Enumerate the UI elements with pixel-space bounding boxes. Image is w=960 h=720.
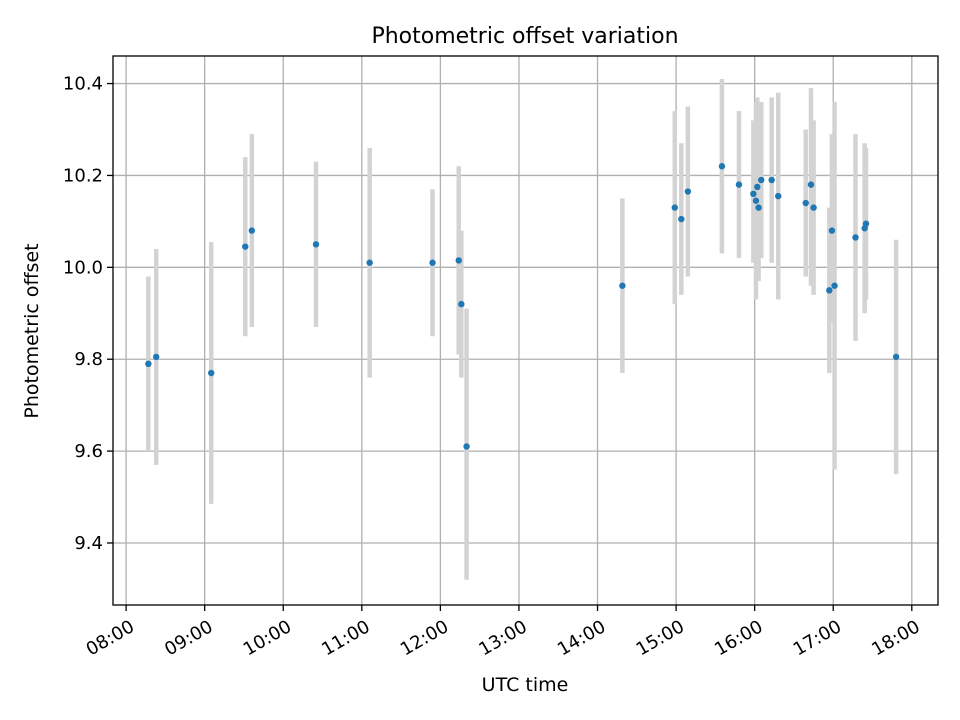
data-points — [145, 163, 900, 450]
data-point — [810, 204, 817, 211]
data-point — [455, 257, 462, 264]
data-point — [718, 163, 726, 170]
data-point — [758, 176, 765, 184]
data-point — [684, 188, 692, 195]
data-point — [775, 192, 782, 200]
data-point — [754, 183, 761, 191]
x-tick-label: 18:00 — [868, 616, 923, 660]
data-point — [831, 282, 838, 289]
data-point — [366, 259, 373, 266]
data-point — [892, 353, 900, 361]
x-tick-label: 15:00 — [633, 616, 688, 660]
data-point — [145, 360, 152, 368]
data-point — [862, 220, 870, 227]
data-point — [852, 234, 859, 241]
plot-frame — [112, 55, 939, 606]
x-tick-label: 09:00 — [161, 616, 216, 660]
y-tick-label: 9.4 — [74, 533, 103, 554]
grid — [113, 56, 938, 605]
x-tick-label: 08:00 — [83, 616, 138, 660]
error-bars — [146, 78, 899, 580]
data-point — [755, 204, 762, 211]
data-point — [242, 243, 249, 250]
x-axis-ticks: 08:00 09:00 10:00 11:00 12:00 13:00 14:00 15:00… — [83, 605, 924, 660]
x-axis-label: UTC time — [482, 674, 569, 696]
y-axis-label: Photometric offset — [21, 243, 43, 418]
chart-title: Photometric offset variation — [371, 24, 678, 49]
data-point — [312, 241, 320, 248]
x-tick-label: 13:00 — [475, 616, 530, 660]
x-tick-label: 11:00 — [318, 616, 373, 660]
data-point — [768, 176, 775, 184]
y-tick-label: 9.8 — [74, 349, 103, 370]
x-tick-label: 10:00 — [240, 616, 295, 660]
data-point — [828, 227, 836, 234]
x-tick-label: 14:00 — [554, 616, 609, 660]
data-point — [429, 259, 436, 266]
y-tick-label: 9.6 — [74, 441, 103, 462]
data-point — [826, 287, 833, 294]
data-point — [671, 204, 678, 211]
data-point — [678, 215, 685, 223]
data-point — [208, 369, 215, 377]
data-point — [735, 181, 743, 188]
x-tick-label: 16:00 — [711, 616, 766, 660]
y-tick-label: 10.4 — [63, 74, 103, 95]
data-point — [807, 181, 815, 188]
data-point — [752, 197, 760, 204]
y-tick-label: 10.2 — [63, 165, 103, 186]
data-point — [619, 282, 626, 289]
data-point — [750, 190, 757, 198]
y-tick-label: 10.0 — [63, 257, 103, 278]
data-point — [802, 199, 809, 207]
data-point — [248, 227, 256, 234]
x-tick-label: 17:00 — [790, 616, 845, 660]
data-point — [153, 353, 160, 361]
x-tick-label: 12:00 — [397, 616, 452, 660]
data-point — [458, 300, 465, 308]
data-point — [463, 443, 470, 450]
y-axis-ticks: 9.4 9.6 9.8 10.0 10.2 10.4 — [63, 74, 113, 554]
